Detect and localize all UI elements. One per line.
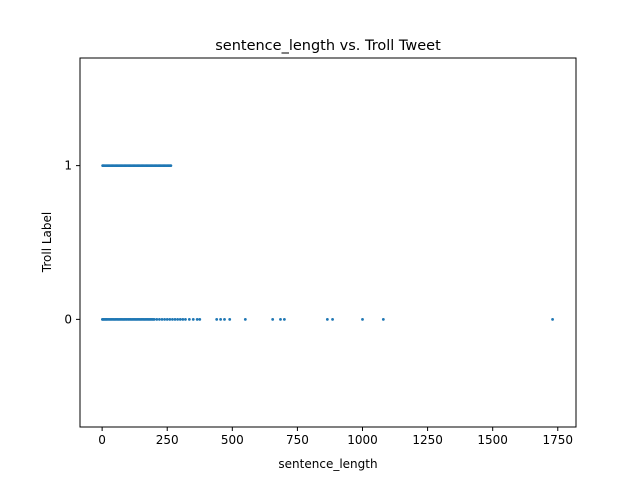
data-point-label-0 [331, 317, 334, 321]
plot-frame [79, 57, 577, 428]
data-point-label-0 [198, 317, 202, 321]
data-point-label-0 [325, 317, 329, 321]
data-point-label-0 [184, 317, 187, 321]
data-point-label-0 [171, 317, 174, 321]
x-tick-label: 1500 [477, 433, 508, 447]
x-tick-label: 1000 [347, 433, 378, 447]
data-point-label-0 [152, 317, 156, 321]
data-point-label-0 [219, 317, 223, 321]
data-point-label-0 [223, 317, 226, 321]
chart-title: sentence_length vs. Troll Tweet [215, 38, 441, 54]
x-axis-label: sentence_length [278, 457, 377, 471]
x-tick-label: 0 [98, 433, 106, 447]
data-point-label-0 [282, 317, 286, 321]
data-point-label-0 [165, 317, 169, 321]
data-point-label-0 [381, 317, 385, 321]
data-point-label-0 [271, 317, 275, 321]
data-point-label-0 [160, 317, 164, 321]
data-point-label-0 [168, 317, 172, 321]
data-point-label-0 [215, 317, 219, 321]
x-tick-label: 1750 [543, 433, 574, 447]
data-point-label-1 [169, 164, 173, 168]
data-point-label-0 [163, 317, 167, 321]
x-tick-label: 250 [156, 433, 179, 447]
data-point-label-0 [158, 317, 161, 321]
y-axis-ticks: 01 [64, 159, 80, 326]
data-point-label-0 [279, 317, 282, 321]
data-point-label-0 [191, 317, 195, 321]
x-axis-ticks: 0 250 500 750 1000 1250 1500 1750 [98, 427, 573, 447]
data-point-label-0 [181, 317, 185, 321]
data-point-label-0 [176, 317, 180, 321]
data-point-label-0 [551, 317, 554, 321]
data-point-label-0 [178, 317, 182, 321]
y-tick-label: 0 [64, 312, 72, 326]
x-tick-label: 1250 [412, 433, 443, 447]
data-point-label-0 [187, 317, 191, 321]
data-point-label-0 [173, 317, 177, 321]
data-point-label-0 [361, 317, 364, 321]
data-points [100, 164, 554, 321]
x-tick-label: 500 [221, 433, 244, 447]
data-point-label-0 [228, 317, 232, 321]
data-point-label-0 [243, 317, 247, 321]
x-tick-label: 750 [286, 433, 309, 447]
data-point-label-0 [155, 317, 159, 321]
data-point-label-0 [195, 317, 199, 321]
y-tick-label: 1 [64, 159, 72, 173]
y-axis-label: Troll Label [40, 212, 54, 273]
